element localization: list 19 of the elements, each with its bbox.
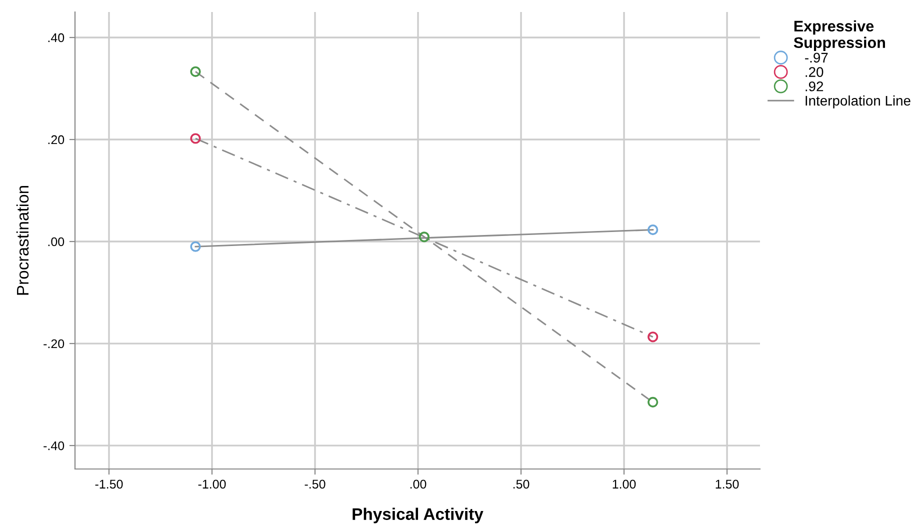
y-tick-label: -.40: [44, 441, 64, 450]
x-tick-label: -1.50: [95, 480, 123, 489]
y-tick-label: .40: [48, 33, 64, 42]
x-tick-label: -.50: [304, 480, 326, 489]
legend-label: .92: [806, 81, 824, 92]
x-tick-label: .50: [513, 480, 530, 489]
x-tick-label: 1.50: [716, 480, 739, 489]
x-tick-label: -1.00: [198, 480, 226, 489]
legend-label: Interpolation Line: [806, 95, 910, 108]
y-tick-label: .20: [48, 135, 64, 144]
x-axis-title: Physical Activity: [352, 508, 484, 524]
legend-label: .20: [806, 67, 824, 77]
legend-title: Expressive Suppression: [794, 20, 885, 52]
legend-label: -.97: [805, 52, 828, 63]
x-tick-label: 1.00: [612, 480, 636, 489]
y-axis-title: Procrastination: [16, 186, 29, 295]
y-tick-label: .00: [48, 237, 64, 246]
x-tick-label: .00: [410, 480, 426, 489]
y-tick-label: -.20: [44, 339, 64, 348]
